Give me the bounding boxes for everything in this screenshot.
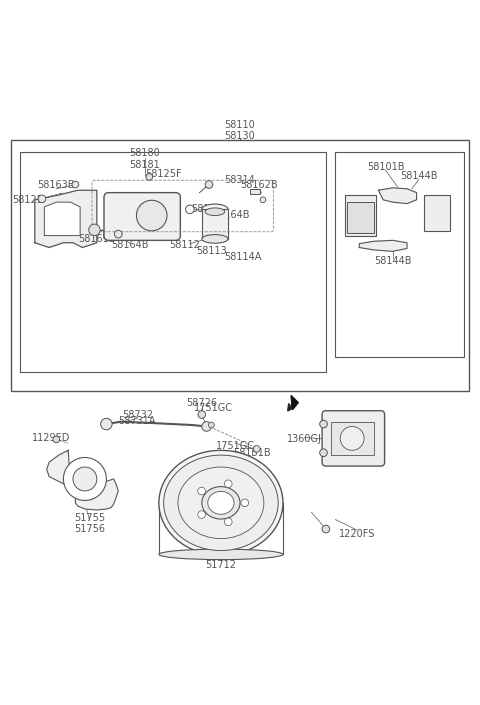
Circle shape <box>260 197 266 202</box>
Circle shape <box>225 518 232 526</box>
Circle shape <box>198 411 205 418</box>
Text: 58113: 58113 <box>196 246 227 256</box>
Bar <box>21 152 326 372</box>
Text: 58112: 58112 <box>170 240 201 250</box>
Circle shape <box>241 499 249 507</box>
Circle shape <box>340 427 364 450</box>
Ellipse shape <box>202 235 228 243</box>
Circle shape <box>53 436 60 443</box>
Ellipse shape <box>205 208 225 216</box>
Circle shape <box>72 181 79 188</box>
Circle shape <box>136 200 167 231</box>
Text: 1751GC: 1751GC <box>216 441 255 450</box>
Text: 1751GC: 1751GC <box>194 403 233 413</box>
Bar <box>336 152 464 357</box>
Bar <box>331 422 373 455</box>
Text: 1360GJ: 1360GJ <box>287 434 322 444</box>
Text: 1220FS: 1220FS <box>339 529 375 539</box>
Bar <box>202 209 228 239</box>
Circle shape <box>202 422 211 431</box>
Polygon shape <box>35 190 97 247</box>
Bar <box>11 140 469 391</box>
Ellipse shape <box>202 204 228 214</box>
Ellipse shape <box>208 491 234 514</box>
Polygon shape <box>44 202 80 235</box>
Text: 58314: 58314 <box>225 175 255 185</box>
Circle shape <box>63 458 107 501</box>
Text: 58162B: 58162B <box>240 180 278 190</box>
Circle shape <box>225 480 232 488</box>
Text: 58110
58130: 58110 58130 <box>225 120 255 142</box>
Ellipse shape <box>159 450 283 556</box>
Circle shape <box>253 446 260 452</box>
Circle shape <box>115 231 122 238</box>
Ellipse shape <box>178 467 264 539</box>
FancyBboxPatch shape <box>104 192 180 240</box>
Circle shape <box>198 487 205 495</box>
Bar <box>345 195 376 235</box>
Circle shape <box>198 511 205 518</box>
Text: 58731A: 58731A <box>119 416 156 427</box>
Ellipse shape <box>164 455 278 551</box>
Text: 58125F: 58125F <box>145 168 182 178</box>
Bar <box>250 189 260 194</box>
Bar <box>424 195 450 231</box>
Text: 51712: 51712 <box>205 560 237 570</box>
Circle shape <box>73 467 97 491</box>
FancyBboxPatch shape <box>322 411 384 466</box>
Text: 58179: 58179 <box>191 204 222 214</box>
Text: 58101B: 58101B <box>367 162 404 172</box>
Text: 58144B: 58144B <box>400 171 438 181</box>
Text: 1129ED: 1129ED <box>32 434 71 443</box>
Polygon shape <box>291 396 298 410</box>
Circle shape <box>322 525 330 533</box>
Text: 58151B: 58151B <box>233 448 271 458</box>
Text: 58732: 58732 <box>122 410 153 420</box>
Circle shape <box>208 422 214 428</box>
Text: 58164B: 58164B <box>111 240 149 250</box>
Circle shape <box>146 173 153 180</box>
Text: 58726: 58726 <box>186 398 217 407</box>
Circle shape <box>205 180 213 188</box>
Circle shape <box>101 418 112 430</box>
Polygon shape <box>360 240 407 251</box>
Polygon shape <box>378 188 417 204</box>
Circle shape <box>89 224 100 235</box>
Text: 58163B: 58163B <box>37 180 75 190</box>
Circle shape <box>320 420 327 428</box>
Ellipse shape <box>159 549 283 560</box>
Text: 51755
51756: 51755 51756 <box>74 513 105 534</box>
Text: 58114A: 58114A <box>224 252 261 262</box>
Text: 58144B: 58144B <box>374 256 411 266</box>
Text: 58161B: 58161B <box>78 234 116 244</box>
Bar <box>348 202 373 233</box>
Text: 58125: 58125 <box>12 195 43 204</box>
Ellipse shape <box>202 486 240 519</box>
Polygon shape <box>47 450 118 510</box>
Text: 58180
58181: 58180 58181 <box>129 149 160 170</box>
Text: 58164B: 58164B <box>212 210 249 220</box>
Circle shape <box>38 195 46 202</box>
Circle shape <box>320 449 327 457</box>
